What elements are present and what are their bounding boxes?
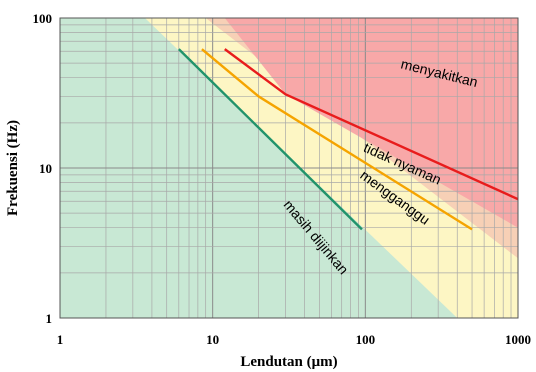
grid-layer <box>60 18 518 318</box>
series-painful-limit <box>224 48 518 201</box>
series-layer <box>177 48 518 231</box>
x-axis-title: Lendutan (μm) <box>240 354 337 370</box>
x-tick-label: 10 <box>206 332 219 347</box>
series-allowed-limit <box>177 48 363 231</box>
x-tick-label: 100 <box>356 332 376 347</box>
x-tick-label: 1 <box>57 332 64 347</box>
ticks-layer: 1 10 100 1000 1 10 100 <box>33 11 532 347</box>
series-disturbing-limit <box>201 48 473 231</box>
plot-frame <box>59 17 519 319</box>
x-tick-label: 1000 <box>505 332 531 347</box>
y-tick-label: 100 <box>33 11 53 26</box>
y-tick-label: 10 <box>39 161 52 176</box>
y-axis-title: Frekuensi (Hz) <box>5 120 21 216</box>
y-tick-label: 1 <box>46 311 53 326</box>
